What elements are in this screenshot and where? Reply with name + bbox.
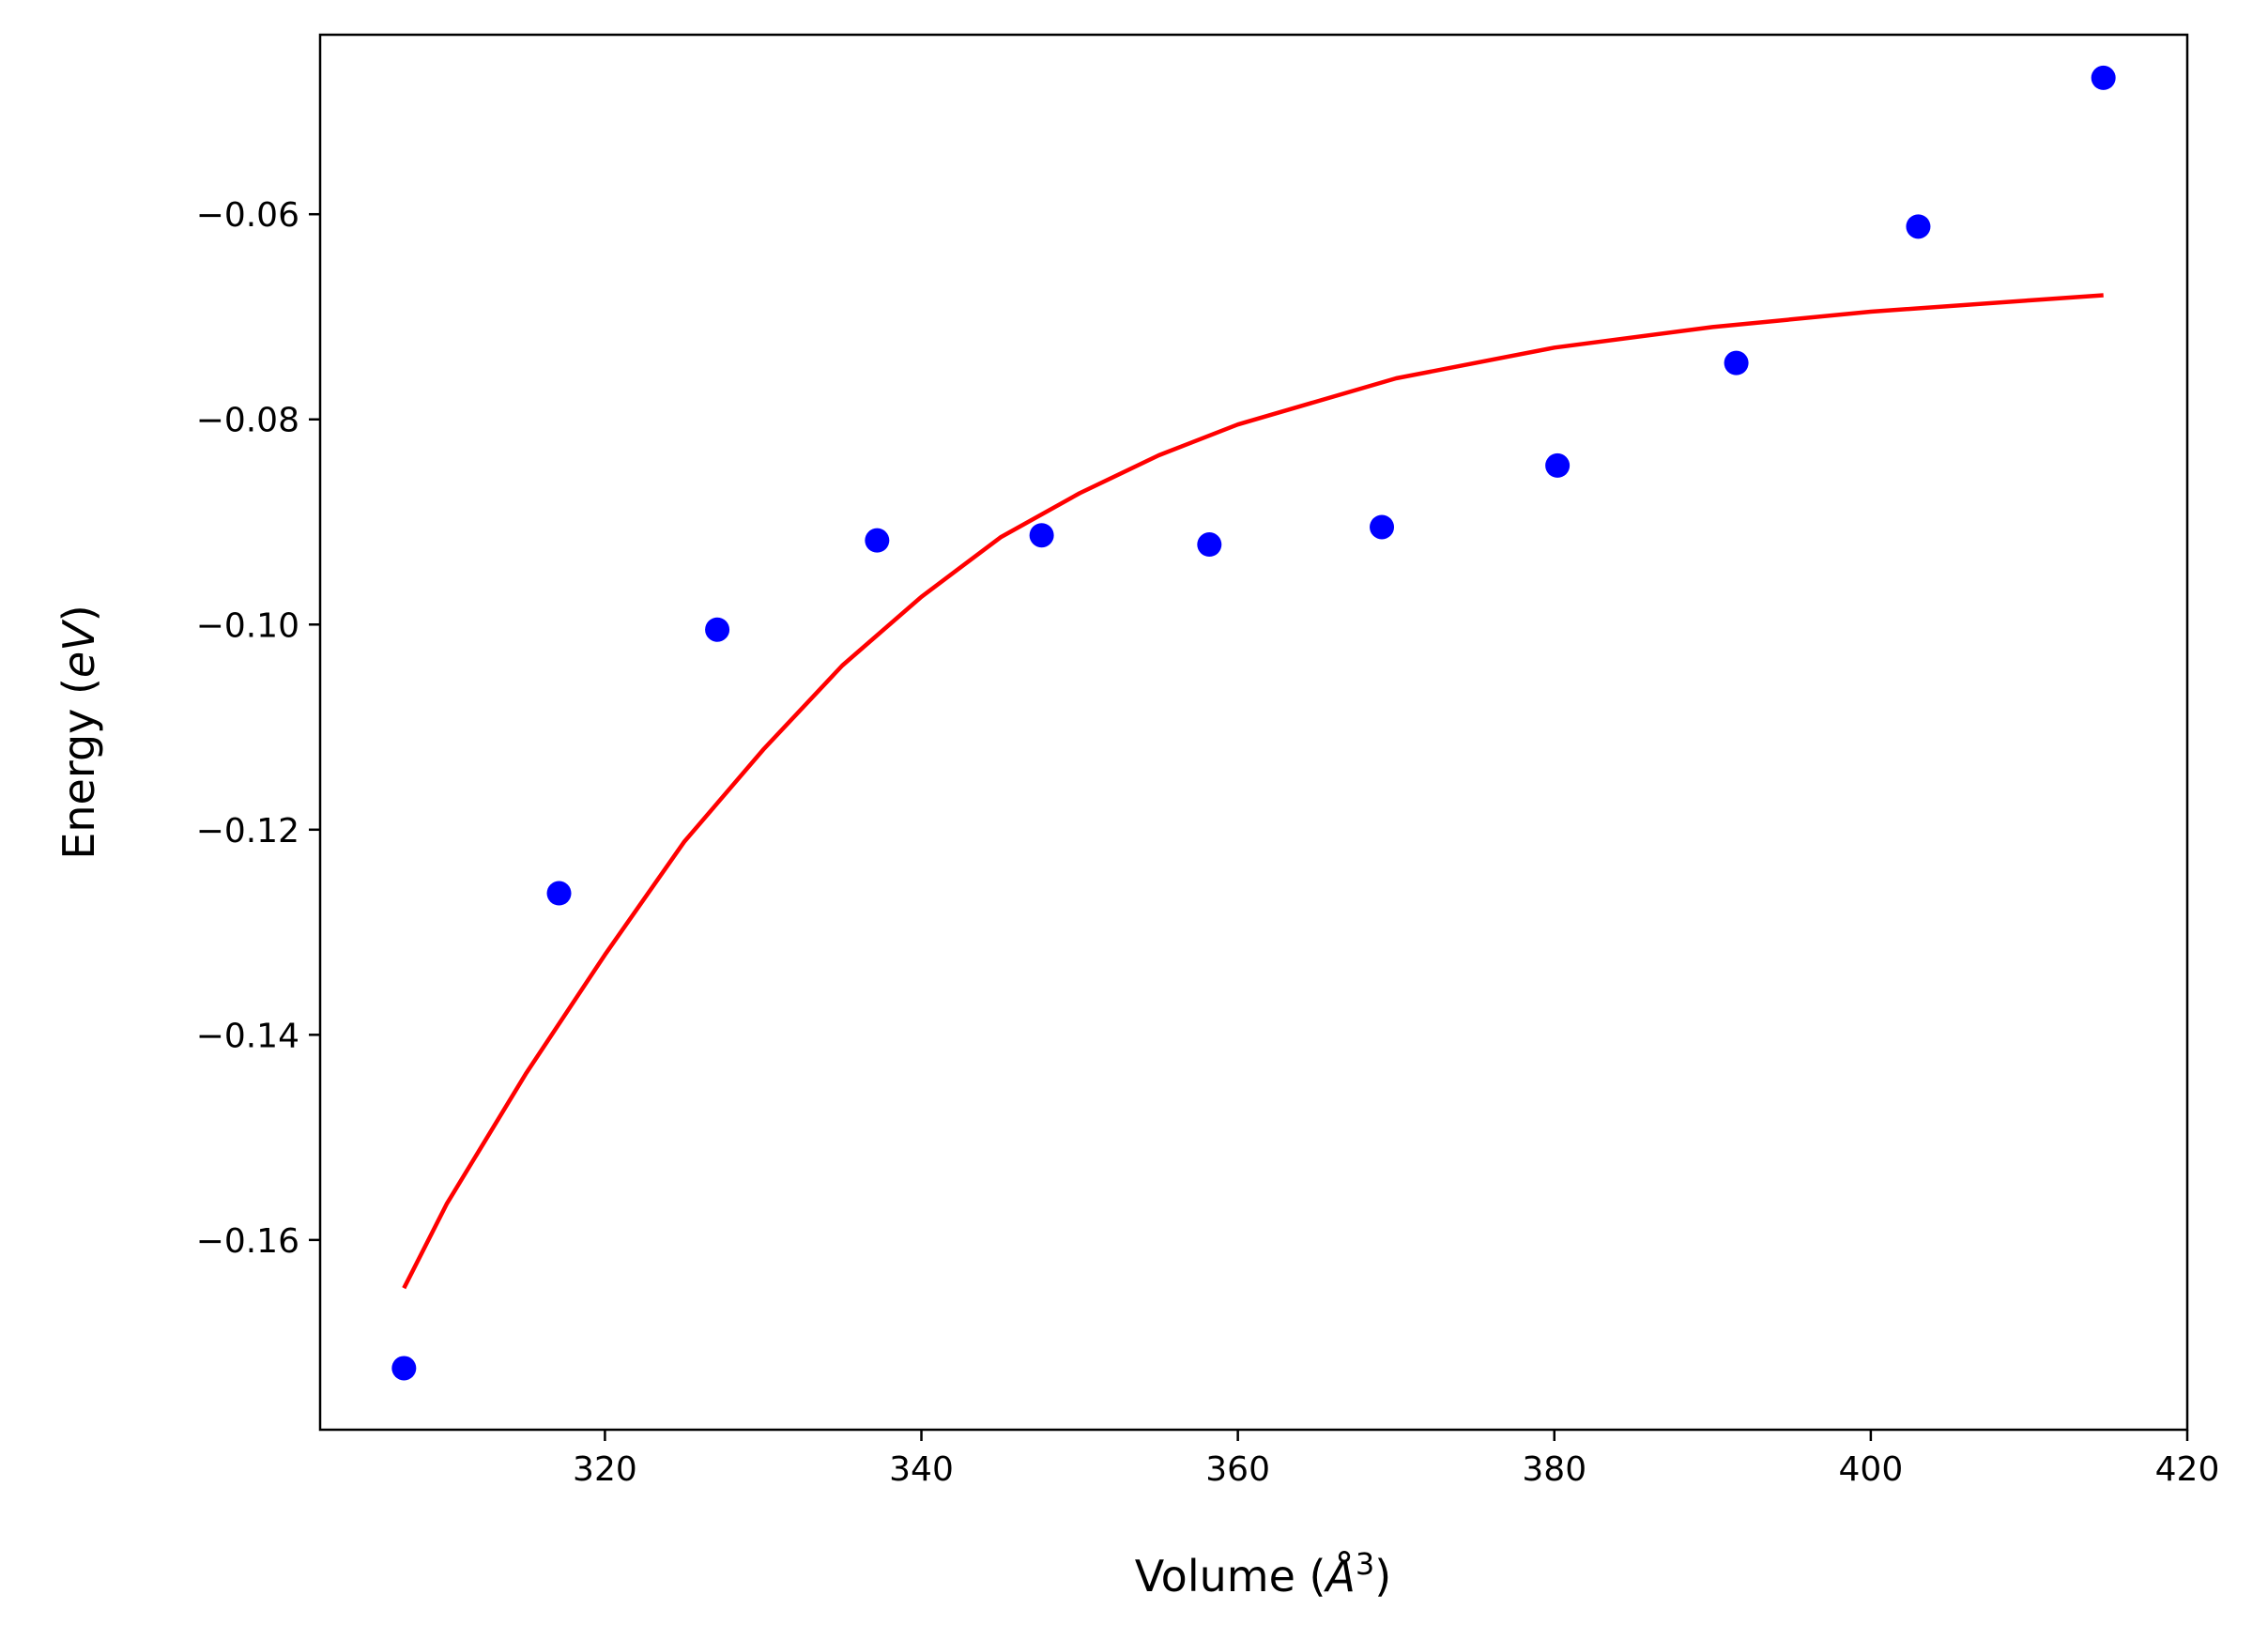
y-axis-ticks: −0.16 −0.14 −0.12 −0.10 −0.08 −0.06 bbox=[196, 196, 320, 1261]
y-tick-label: −0.16 bbox=[196, 1222, 299, 1261]
y-axis-label-unit: eV bbox=[54, 619, 104, 678]
plot-area bbox=[318, 33, 2189, 1432]
x-axis-label: Volume (Å3) bbox=[1135, 1546, 1391, 1602]
data-point bbox=[391, 1356, 417, 1381]
data-point bbox=[1906, 214, 1931, 239]
y-axis-label-suffix: ) bbox=[54, 605, 104, 621]
x-tick-label: 340 bbox=[889, 1450, 954, 1489]
x-tick-label: 420 bbox=[2155, 1450, 2220, 1489]
data-point bbox=[865, 528, 890, 553]
y-tick-label: −0.08 bbox=[196, 402, 299, 440]
data-point bbox=[1197, 532, 1222, 558]
y-tick-label: −0.14 bbox=[196, 1017, 299, 1055]
data-point bbox=[1724, 350, 1749, 376]
y-axis-label-prefix: Energy ( bbox=[54, 678, 104, 860]
y-tick-label: −0.06 bbox=[196, 196, 299, 235]
x-tick-label: 360 bbox=[1205, 1450, 1270, 1489]
data-point bbox=[705, 617, 730, 642]
x-axis-label-suffix: ) bbox=[1374, 1551, 1391, 1602]
x-tick-label: 380 bbox=[1522, 1450, 1586, 1489]
x-tick-label: 320 bbox=[573, 1450, 637, 1489]
x-tick-label: 400 bbox=[1839, 1450, 1904, 1489]
x-axis-label-prefix: Volume ( bbox=[1135, 1551, 1326, 1602]
x-axis-label-unit: Å bbox=[1323, 1551, 1355, 1602]
data-point bbox=[2091, 65, 2116, 90]
y-axis-label: Energy (eV) bbox=[54, 605, 104, 859]
data-point bbox=[1545, 452, 1571, 478]
data-points bbox=[391, 65, 2116, 1381]
data-point bbox=[1029, 523, 1054, 548]
y-tick-label: −0.10 bbox=[196, 606, 299, 645]
data-point bbox=[1370, 514, 1395, 540]
data-point bbox=[546, 881, 572, 906]
y-tick-label: −0.12 bbox=[196, 812, 299, 851]
x-axis-ticks: 320 340 360 380 400 420 bbox=[573, 1430, 2219, 1489]
fit-curve bbox=[402, 293, 2104, 1290]
x-axis-label-exponent: 3 bbox=[1356, 1546, 1374, 1582]
